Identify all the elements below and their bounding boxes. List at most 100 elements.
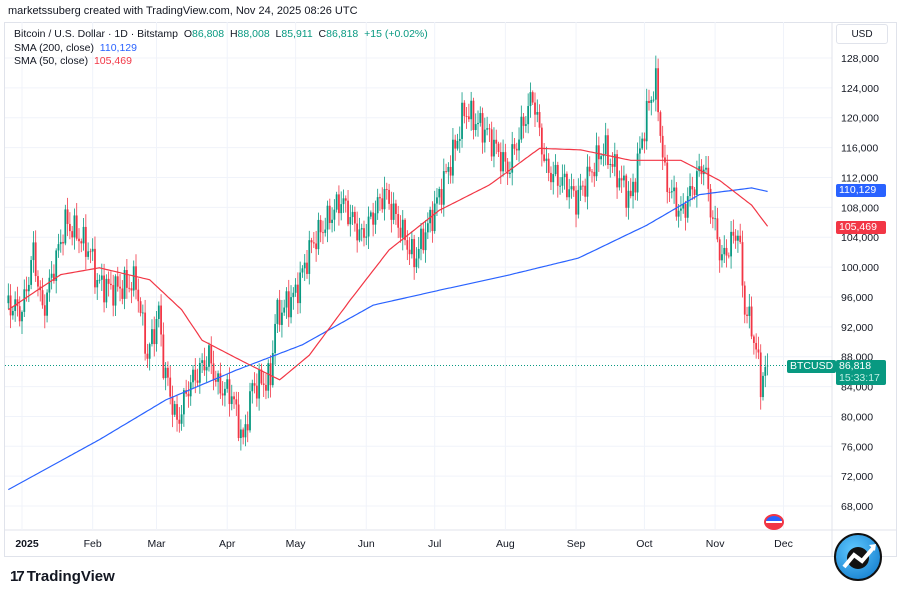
candle [162,322,165,380]
candle-body [137,289,140,302]
candle-body [746,314,748,316]
candle-body [520,116,523,140]
candle [340,191,343,221]
x-tick-label: Jul [428,538,441,550]
candle [32,231,35,273]
candle-body [613,154,616,167]
candle-body [230,396,233,405]
candle-body [392,203,395,220]
candle-body [595,145,598,177]
candle-body [762,375,764,398]
candle-body [379,197,381,199]
candle-body [698,166,701,172]
candle [741,230,744,298]
candle-body [536,112,539,115]
sma50-legend[interactable]: SMA (50, close) 105,469 [14,55,428,69]
candle [187,381,190,408]
candle [84,214,87,270]
candle [707,156,710,202]
last-price-tag: 86,818 15:33:17 [836,360,886,385]
sma200-legend[interactable]: SMA (200, close) 110,129 [14,42,428,56]
candle [353,206,356,232]
candle-body [422,228,425,251]
candle-body [750,306,753,337]
candle-body [429,209,432,224]
close-value: 86,818 [326,28,359,40]
candle-body [691,186,694,190]
candle-body [764,366,767,376]
candle [447,162,450,185]
candle [559,177,561,195]
candle-body [604,135,607,155]
candle-body [162,334,165,379]
candle [274,314,276,365]
candle-body [730,231,732,257]
candle [568,178,571,209]
candle-body [575,190,577,215]
candle [119,274,121,302]
candle-body [376,197,379,214]
candle [335,191,338,213]
candle-body [121,288,124,299]
candle-body [591,171,593,173]
candle [230,384,233,411]
candle-body [616,154,618,188]
candle [258,363,261,411]
candle [219,362,222,399]
candle-body [709,188,712,218]
candle-body [160,305,162,335]
candle-body [96,279,99,288]
candle-body [381,198,384,210]
economic-event-icon[interactable] [764,514,784,530]
x-tick-label: Oct [636,538,652,550]
symbol-title[interactable]: Bitcoin / U.S. Dollar · 1D · Bitstamp [14,28,178,40]
candle [611,152,614,174]
tradingview-logo[interactable]: 17 TradingView [10,568,115,585]
candle [495,129,498,155]
candle-body [73,215,76,238]
candle-body [48,277,51,293]
candle-body [579,185,582,190]
candle [23,279,26,318]
candle-body [144,312,147,354]
candle [278,289,281,332]
candle-body [506,161,509,175]
candle [607,128,609,169]
currency-button[interactable]: USD [836,24,888,44]
candle [315,230,318,262]
candle-body [62,241,64,244]
candle-body [424,232,427,251]
candle [513,137,516,155]
candle-body [677,210,680,217]
candle [294,278,297,297]
bar-countdown: 15:33:17 [839,372,880,384]
candle [438,186,441,205]
candle [255,373,258,407]
candle [454,134,457,161]
candle-body [7,295,10,304]
candle [333,199,336,232]
candle [625,173,628,217]
candle [46,289,48,323]
candle-body [294,284,297,293]
candle-body [723,247,726,255]
candle-body [477,122,479,125]
candle-body [114,276,117,306]
candle-body [438,188,441,198]
candle [349,204,352,237]
candle-body [561,177,564,186]
candle [750,296,753,340]
candle [422,222,425,254]
chart-credit: marketssuberg created with TradingView.c… [8,5,358,17]
candle-body [363,228,365,238]
candle [62,234,64,256]
candle-body [50,273,53,278]
candle-body [648,100,650,103]
candle [752,334,755,355]
candle [755,333,758,359]
candle-body [290,297,292,318]
candle [431,201,434,243]
candle-body [372,212,375,225]
candle-body [757,349,760,353]
